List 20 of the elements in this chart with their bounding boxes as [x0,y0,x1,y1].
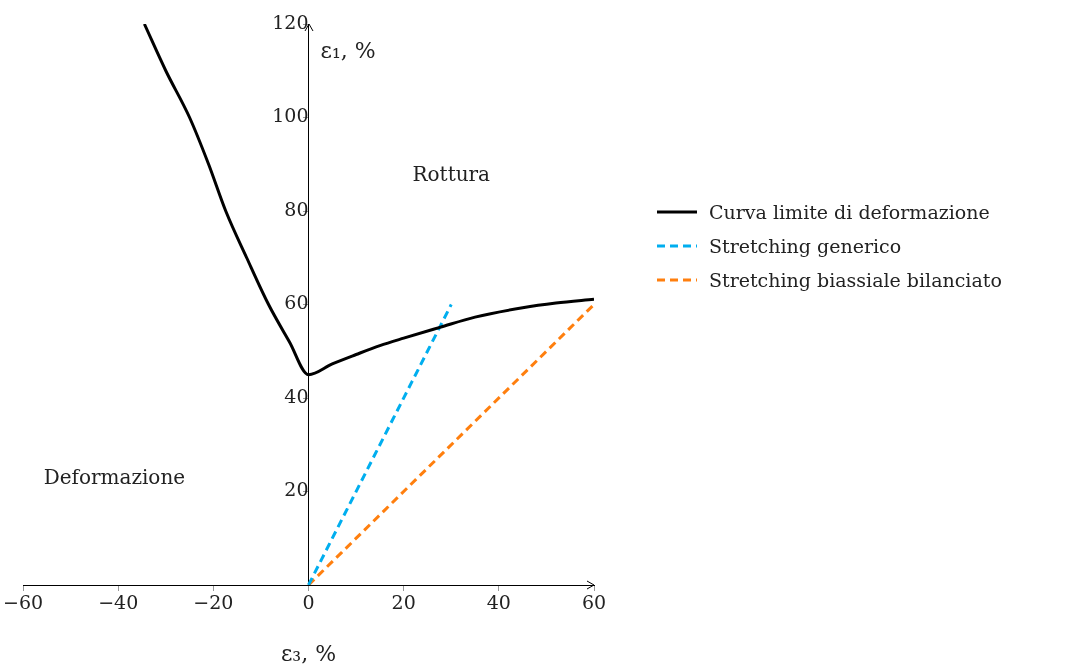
x-axis-title: ε₃, % [280,640,337,666]
x-tick-label: 40 [486,591,511,614]
x-tick-label: −60 [2,591,44,614]
x-tick-label: −20 [193,591,234,614]
x-tick-label: 20 [391,591,416,614]
y-tick-label: 20 [284,478,309,501]
legend-label: Stretching biassiale bilanciato [709,269,1002,291]
x-tick-label: 0 [302,591,315,614]
x-tick-label: 60 [581,591,607,614]
y-axis-title: ε₁, % [320,37,376,63]
legend-label: Curva limite di deformazione [709,201,990,223]
legend-label: Stretching generico [709,235,902,257]
annotation: Rottura [412,161,491,186]
y-tick-label: 100 [272,104,309,127]
y-tick-label: 40 [284,384,309,407]
y-tick-label: 120 [272,10,309,33]
y-tick-label: 80 [284,197,309,220]
y-tick-label: 60 [284,291,309,314]
annotation: Deformazione [43,464,186,489]
x-tick-label: −40 [98,591,139,614]
